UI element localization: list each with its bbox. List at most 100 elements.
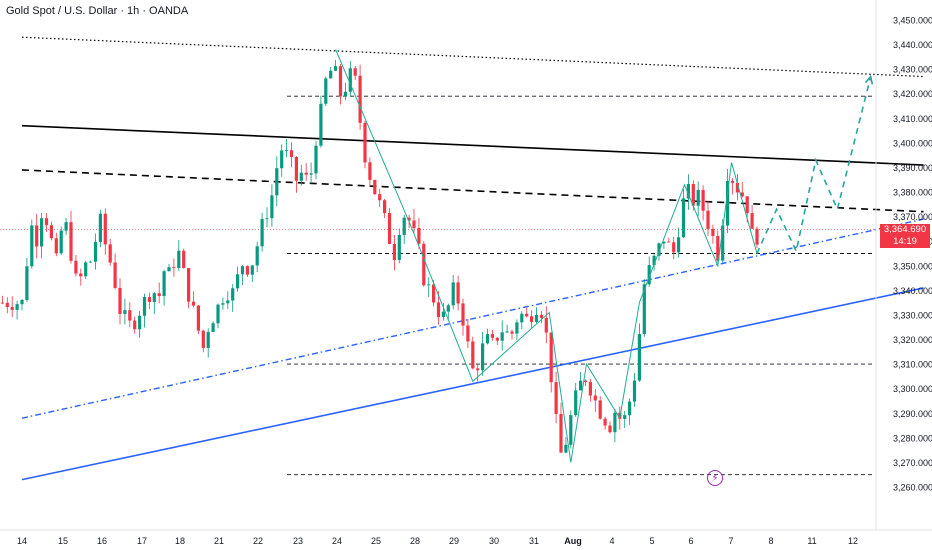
lightning-icon[interactable]: ⚡: [707, 470, 723, 486]
candle-body: [211, 323, 215, 332]
x-tick-label: 25: [371, 536, 381, 546]
candle-body: [142, 297, 147, 316]
candle-body: [373, 179, 377, 195]
candle-body: [564, 444, 568, 453]
candle-body: [93, 241, 98, 262]
candle-body: [383, 200, 387, 214]
x-tick-label: 7: [728, 536, 733, 546]
candle-body: [133, 320, 137, 330]
candle-body: [59, 230, 63, 254]
candle-body: [314, 145, 318, 174]
x-tick-label: 28: [410, 536, 420, 546]
price-axis[interactable]: 3,450.000 3,440.000 3,430.000 3,420.000 3,41…: [875, 0, 932, 530]
candle-body: [255, 246, 259, 266]
y-tick-label: 3,260.000: [893, 483, 932, 493]
zigzag-layer: [335, 49, 758, 463]
candle-body: [324, 78, 328, 104]
x-tick-label: 14: [17, 536, 27, 546]
candle-body: [84, 262, 88, 277]
candle-body: [54, 238, 58, 254]
candle-body: [299, 172, 303, 181]
candle-body: [579, 380, 583, 391]
candle-body: [481, 343, 485, 371]
candle-body: [363, 122, 367, 163]
x-tick-label: 4: [609, 536, 614, 546]
candle-body: [422, 243, 426, 286]
candle-body: [123, 310, 127, 314]
y-tick-label: 3,370.000: [893, 212, 932, 222]
candle-body: [167, 267, 171, 272]
candle-body: [304, 172, 308, 175]
candles-layer: [0, 59, 759, 454]
candle-body: [432, 284, 436, 303]
candle-body: [240, 266, 245, 275]
candle-body: [721, 225, 725, 261]
x-tick-label: Aug: [564, 536, 582, 546]
candle-body: [701, 189, 705, 211]
candle-body: [250, 265, 254, 275]
chart-title: Gold Spot / U.S. Dollar · 1h · OANDA: [6, 5, 189, 17]
y-tick-label: 3,400.000: [893, 138, 932, 148]
candle-body: [632, 380, 637, 402]
candle-body: [44, 218, 49, 226]
trendlines-layer[interactable]: [21, 36, 924, 481]
candle-body: [172, 267, 176, 269]
projection-arrowhead: [864, 74, 874, 85]
x-tick-label: 29: [449, 536, 459, 546]
candle-body: [549, 332, 553, 383]
candle-body: [49, 225, 53, 239]
candle-body: [598, 400, 602, 419]
candle-body: [182, 250, 186, 269]
candle-body: [402, 217, 406, 235]
candle-body: [226, 300, 230, 304]
candle-body: [397, 234, 401, 260]
x-tick-label: 23: [293, 536, 303, 546]
candle-body: [745, 196, 749, 214]
candle-body: [191, 301, 196, 306]
candle-body: [593, 395, 597, 401]
candle-body: [196, 305, 200, 331]
projection-path: [756, 76, 872, 254]
candle-body: [338, 66, 343, 97]
candle-body: [206, 331, 210, 348]
y-tick-label: 3,410.000: [893, 114, 932, 124]
y-tick-label: 3,320.000: [893, 335, 932, 345]
last-price-label: 3,364.690: [880, 223, 930, 236]
candle-body: [559, 413, 563, 453]
x-tick-label: 6: [688, 536, 693, 546]
candle-body: [15, 304, 19, 310]
candle-body: [456, 282, 460, 304]
y-tick-label: 3,450.000: [893, 16, 932, 26]
y-tick-label: 3,300.000: [893, 384, 932, 394]
zigzag-wave-line: [335, 49, 758, 463]
candle-body: [539, 314, 543, 318]
candle-body: [392, 243, 396, 260]
candle-body: [466, 325, 470, 342]
projection-layer: [756, 74, 874, 254]
candle-body: [89, 261, 93, 263]
candle-body: [608, 425, 612, 433]
y-tick-label: 3,290.000: [893, 409, 932, 419]
y-tick-label: 3,270.000: [893, 458, 932, 468]
candle-body: [750, 213, 754, 229]
candle-body: [236, 274, 240, 289]
candle-body: [108, 244, 112, 263]
candle-body: [30, 225, 34, 267]
candle-body: [221, 303, 225, 305]
candle-body: [98, 213, 102, 242]
candle-body: [500, 332, 504, 341]
candle-body: [647, 265, 651, 285]
trendline-dotted-black: [21, 36, 924, 78]
candle-body: [69, 222, 73, 261]
y-tick-label: 3,310.000: [893, 360, 932, 370]
candle-body: [451, 282, 455, 306]
candle-body: [588, 382, 592, 396]
candle-body: [642, 284, 646, 335]
candle-body: [113, 262, 117, 288]
time-axis[interactable]: 14 15 16 17 18 21 22 23 24 25 28 29 30 31 Aug 4 5 6 7 8 11 12: [0, 529, 932, 546]
candle-body: [187, 268, 191, 302]
candle-body: [294, 156, 298, 181]
y-tick-label: 3,440.000: [893, 40, 932, 50]
candle-body: [657, 243, 661, 256]
